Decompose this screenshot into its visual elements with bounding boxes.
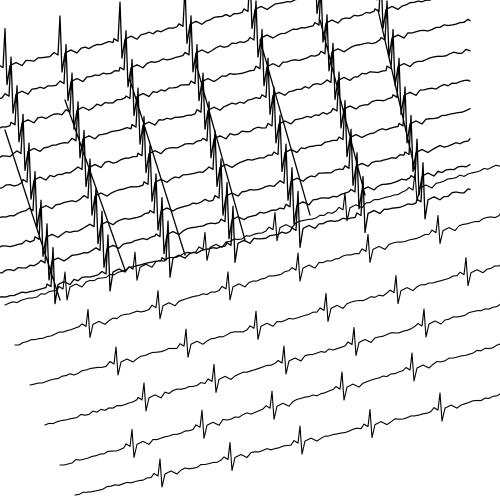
qrs-spike-column xyxy=(4,129,61,301)
upper-ecg-trace xyxy=(0,28,471,172)
lower-ecg-trace xyxy=(14,213,500,346)
upper-ecg-trace xyxy=(0,162,471,305)
lower-ecg-trace xyxy=(4,164,500,306)
upper-trace-group xyxy=(0,0,471,305)
qrs-spike-column xyxy=(319,19,366,196)
upper-ecg-trace xyxy=(0,114,471,257)
qrs-spike-column xyxy=(377,9,416,171)
qrs-spike-column xyxy=(64,99,126,271)
lower-ecg-trace xyxy=(59,343,500,466)
upper-ecg-trace xyxy=(0,0,432,114)
upper-ecg-trace xyxy=(0,86,471,229)
lower-trace-group xyxy=(4,164,500,496)
upper-ecg-trace xyxy=(0,0,471,143)
qrs-spike-column xyxy=(194,59,246,241)
qrs-spike-column xyxy=(129,79,186,256)
lower-ecg-trace xyxy=(74,392,500,496)
upper-ecg-trace xyxy=(0,57,471,200)
qrs-spike-column xyxy=(259,39,311,216)
upper-ecg-trace xyxy=(0,138,471,281)
lower-ecg-trace xyxy=(44,303,500,426)
lower-ecg-trace xyxy=(29,257,500,386)
